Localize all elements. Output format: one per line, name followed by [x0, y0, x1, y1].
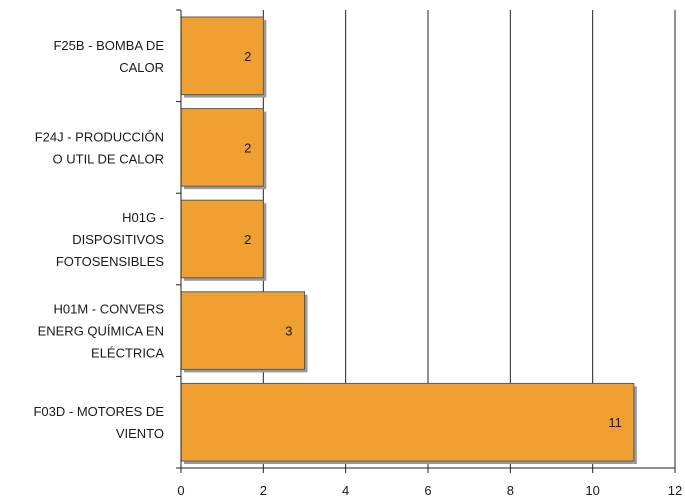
category-label-3: H01M - CONVERS ENERG QUÍMICA EN ELÉCTRICA [38, 302, 165, 361]
category-label-line: ENERG QUÍMICA EN [38, 324, 164, 339]
data-label-1: 2 [244, 140, 251, 155]
category-label-line: F03D - MOTORES DE [33, 404, 164, 419]
bar-3 [180, 291, 305, 370]
category-label-4: F03D - MOTORES DE VIENTO [33, 404, 164, 441]
x-tick-label-4: 4 [342, 483, 349, 498]
data-label-4: 11 [608, 415, 622, 430]
category-label-line: ELÉCTRICA [91, 346, 164, 361]
bar-0 [180, 16, 264, 96]
category-label-line: VIENTO [116, 426, 164, 441]
bar-2 [180, 199, 264, 279]
category-label-line: F24J - PRODUCCIÓN [35, 129, 164, 144]
category-label-line: H01M - CONVERS [53, 302, 164, 317]
bars [180, 16, 637, 464]
x-tick-label-12: 12 [668, 483, 682, 498]
x-tick-label-10: 10 [585, 483, 599, 498]
labels: 2 2 2 3 11 0 2 4 6 8 10 12 F25B - BOMBA DE CALOR F24J … [33, 38, 682, 498]
bar-1 [180, 108, 264, 187]
x-tick-label-0: 0 [177, 483, 184, 498]
data-label-3: 3 [285, 324, 292, 339]
x-tick-label-6: 6 [424, 483, 431, 498]
category-label-line: O UTIL DE CALOR [53, 151, 164, 166]
axes [176, 9, 676, 473]
category-label-0: F25B - BOMBA DE CALOR [53, 38, 164, 75]
category-label-line: FOTOSENSIBLES [56, 254, 164, 269]
data-label-0: 2 [244, 49, 251, 64]
x-tick-label-2: 2 [260, 483, 267, 498]
category-label-2: H01G - DISPOSITIVOS FOTOSENSIBLES [56, 210, 164, 269]
bar-4 [180, 382, 635, 462]
category-label-line: CALOR [119, 60, 164, 75]
category-label-1: F24J - PRODUCCIÓN O UTIL DE CALOR [35, 129, 164, 166]
data-label-2: 2 [244, 232, 251, 247]
category-label-line: DISPOSITIVOS [72, 232, 164, 247]
category-label-line: F25B - BOMBA DE [53, 38, 164, 53]
x-tick-label-8: 8 [507, 483, 514, 498]
category-label-line: H01G - [122, 210, 164, 225]
